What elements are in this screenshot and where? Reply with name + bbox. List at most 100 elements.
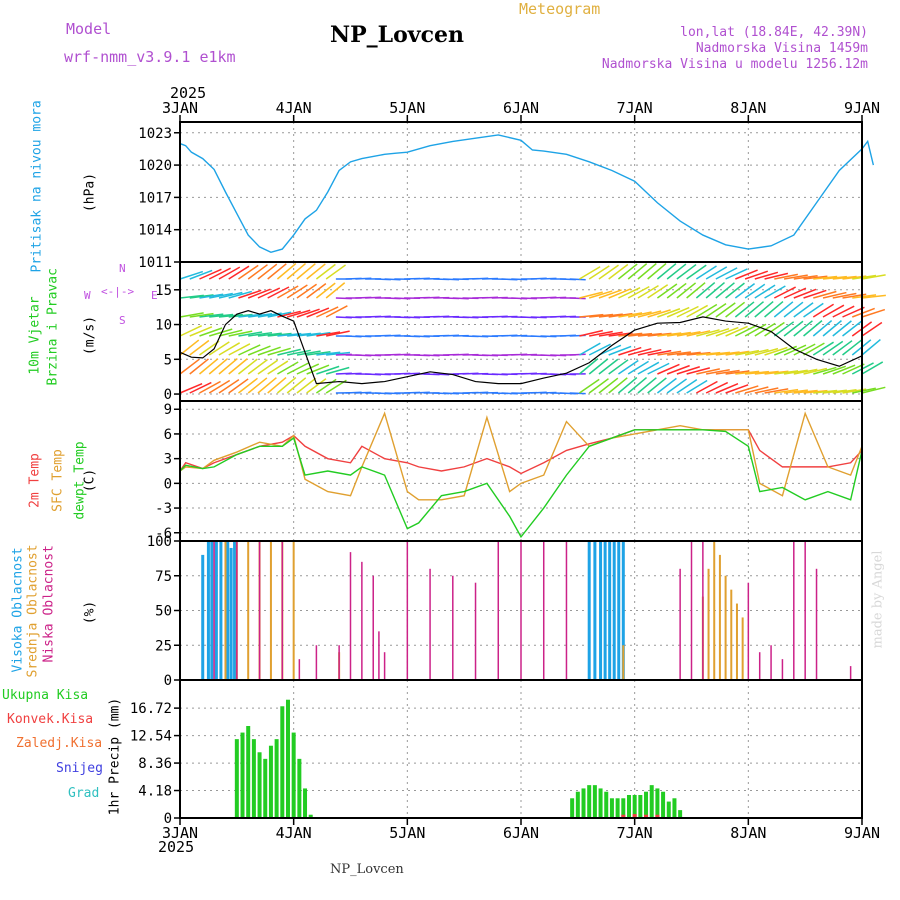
coords-label: lon,lat (18.84E, 42.39N) <box>680 25 868 40</box>
wind-arrow <box>306 351 331 356</box>
y-tick-label: 8.36 <box>138 756 172 772</box>
wind-arrow <box>267 347 291 356</box>
wind-arrow <box>296 332 321 337</box>
wind-arrow <box>715 369 740 375</box>
wind-arrow <box>764 388 789 394</box>
temp-dewpt-line <box>179 429 863 539</box>
precip-total-bar <box>575 791 580 818</box>
wind-arrow <box>257 377 277 394</box>
wind-arrow <box>812 303 835 318</box>
precip-total-bar <box>649 785 654 818</box>
wind-arrow <box>598 358 619 375</box>
wind-arrow <box>296 263 316 280</box>
low-cloud-bar <box>770 645 772 680</box>
wind-arrow <box>725 282 745 299</box>
wind-arrow <box>715 302 736 318</box>
wind-arrow <box>832 364 856 375</box>
wind-arrow <box>754 387 779 394</box>
wind-arrow <box>705 282 725 299</box>
y-tick-label: 3 <box>164 452 172 468</box>
precip-total-bar <box>644 791 649 818</box>
wind-arrow <box>715 326 739 337</box>
precip-total-bar <box>570 798 575 818</box>
wind-arrow <box>199 268 222 280</box>
precip-total-bar <box>297 758 302 818</box>
wind-arrow <box>617 377 638 394</box>
wind-arrow <box>832 305 855 318</box>
wind-arrow <box>199 358 219 375</box>
wind-arrow <box>637 348 662 356</box>
low-cloud-bar <box>315 645 318 680</box>
wind-arrow <box>257 263 278 280</box>
compass-e: E <box>151 289 158 302</box>
wind-arrow <box>822 304 845 318</box>
wind-arrow <box>277 348 301 356</box>
y-tick-label: 0 <box>164 673 172 689</box>
low-cloud-bar <box>679 568 681 680</box>
wind-arrow <box>267 376 287 394</box>
year-bottom: 2025 <box>158 838 195 856</box>
wind-arrow <box>676 351 701 356</box>
wind-arrow <box>569 353 586 356</box>
low-cloud-bar <box>702 541 704 680</box>
precip-legend-freeze: Zaledj.Kisa <box>16 736 103 751</box>
wind-arrow <box>608 345 632 356</box>
wind-arrow <box>715 351 740 356</box>
wind-arrow <box>228 343 251 356</box>
wind-arrow <box>179 312 204 318</box>
high-cloud-bar <box>214 541 218 680</box>
wind-arrow <box>852 387 876 394</box>
panel-frame-pressure <box>179 121 863 263</box>
wind-arrow <box>842 339 862 356</box>
wind-arrow <box>296 363 320 375</box>
wind-arrow <box>296 377 317 394</box>
wind-arrow <box>189 339 210 356</box>
wind-arrow <box>637 262 657 280</box>
wind-arrow <box>666 364 690 375</box>
y-tick-label: 1011 <box>138 255 172 271</box>
wind-arrow <box>754 271 779 280</box>
wind-arrow <box>325 305 348 318</box>
wind-arrow <box>861 386 886 394</box>
precip-total-bar <box>285 699 290 818</box>
wind-arrow <box>618 346 642 356</box>
precip-legend-conv: Konvek.Kisa <box>7 712 94 727</box>
wind-arrow <box>598 344 622 356</box>
y-tick-label: 15 <box>155 283 172 299</box>
high-cloud-bar <box>201 554 205 680</box>
wind-arrow <box>667 331 691 337</box>
wind-arrow <box>656 377 677 394</box>
mid-cloud-bar <box>292 541 295 680</box>
wind-arrow <box>199 313 224 318</box>
wind-arrow <box>208 357 229 375</box>
wind-arrow <box>189 294 214 299</box>
wind-arrow <box>208 341 230 356</box>
wind-arrow <box>617 263 638 280</box>
wind-arrow <box>316 351 341 356</box>
low-cloud-bar <box>758 652 761 680</box>
wind-arrow <box>832 389 857 394</box>
wind-arrow <box>208 379 231 394</box>
wind-arrow <box>286 362 309 375</box>
wind-arrow <box>744 386 769 394</box>
wind-arrow <box>179 294 204 299</box>
wind-arrow <box>218 291 243 299</box>
wind-arrow <box>238 264 259 280</box>
wind-arrow <box>179 358 200 375</box>
wind-arrow <box>832 275 857 280</box>
wind-arrow <box>783 344 807 356</box>
wind-arrow <box>832 292 857 299</box>
wind-arrow <box>569 278 586 281</box>
wind-arrow <box>656 283 678 299</box>
wind-arrow <box>715 267 738 280</box>
precip-total-bar <box>268 745 273 818</box>
wind-arrow <box>569 392 586 395</box>
temp-2m-line <box>179 429 863 475</box>
wind-arrow <box>842 320 862 337</box>
wind-arrow <box>851 307 875 318</box>
wind-arrow <box>237 377 258 394</box>
x-tick-label-top: 3JAN <box>162 99 198 117</box>
wind-arrow <box>745 370 770 375</box>
wind-arrow <box>179 382 203 394</box>
x-tick-label-bottom: 5JAN <box>389 824 425 842</box>
